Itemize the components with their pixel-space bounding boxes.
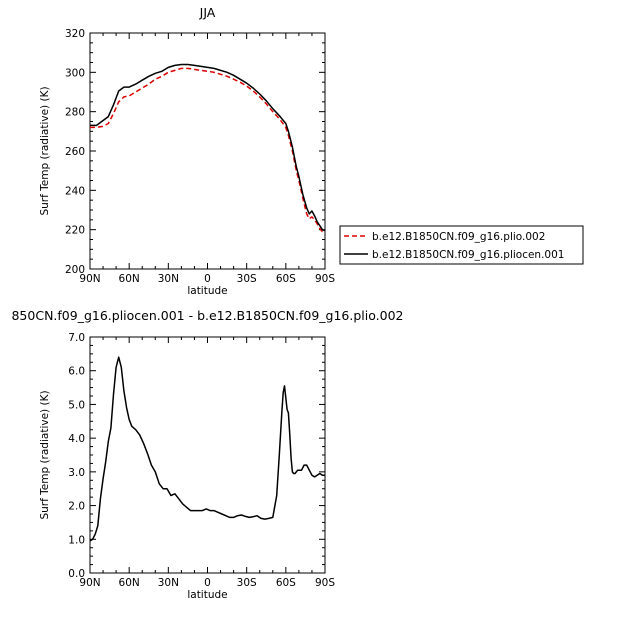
y-tick-label: 220	[65, 225, 85, 237]
y-tick-label: 7.0	[68, 332, 85, 344]
x-axis-label: latitude	[187, 285, 227, 297]
bottom-panel-difference: 0.0 1.0 2.0 3.0 4.0 5.0 6.0 7.0 90N 60N 30N 0 30S 60S…	[11, 308, 403, 601]
x-tick-label: 60S	[276, 577, 296, 589]
legend-entry-1: b.e12.B1850CN.f09_g16.pliocen.001	[372, 249, 564, 261]
x-tick-label: 90S	[315, 273, 335, 285]
y-tick-label: 260	[65, 146, 85, 158]
x-tick-label: 30N	[158, 577, 179, 589]
y-tick-label: 200	[65, 264, 85, 276]
y-tick-label: 1.0	[68, 534, 85, 546]
plot-frame	[89, 336, 326, 574]
series-line-1	[90, 63, 326, 232]
y-axis-label: Surf Temp (radiative) (K)	[39, 390, 51, 519]
x-tick-label: 90N	[79, 273, 100, 285]
x-tick-label: 30S	[237, 273, 257, 285]
y-tick-label: 4.0	[68, 433, 85, 445]
y-tick-label: 2.0	[68, 501, 85, 513]
plot-frame	[89, 32, 326, 270]
x-tick-label: 60N	[119, 273, 140, 285]
x-tick-label: 90S	[315, 577, 335, 589]
legend-entry-0: b.e12.B1850CN.f09_g16.plio.002	[372, 231, 545, 243]
y-tick-label: 5.0	[68, 399, 85, 411]
chart-title: 850CN.f09_g16.pliocen.001 - b.e12.B1850C…	[11, 308, 403, 323]
legend-box	[339, 225, 584, 265]
y-tick-label: 240	[65, 185, 85, 197]
y-tick-label: 0.0	[68, 568, 85, 580]
y-tick-label: 3.0	[68, 467, 85, 479]
y-tick-label: 300	[65, 67, 85, 79]
x-tick-label: 0	[204, 273, 211, 285]
x-tick-label: 30S	[237, 577, 257, 589]
y-axis-label: Surf Temp (radiative) (K)	[39, 86, 51, 215]
x-axis-label: latitude	[187, 589, 227, 601]
y-tick-label: 6.0	[68, 366, 85, 378]
x-tick-label: 90N	[79, 577, 100, 589]
y-tick-label: 320	[65, 28, 85, 40]
legend: b.e12.B1850CN.f09_g16.plio.002 b.e12.B185…	[339, 225, 584, 265]
x-tick-label: 0	[204, 577, 211, 589]
series-line-0	[90, 67, 326, 234]
y-tick-label: 280	[65, 107, 85, 119]
top-panel-jja: 200 220 240 260 280 300 320 90N 60N 30N 0 30S 60S 90S…	[39, 5, 335, 297]
chart-title: JJA	[199, 5, 216, 20]
x-tick-label: 60N	[119, 577, 140, 589]
x-tick-label: 60S	[276, 273, 296, 285]
series-line-0	[89, 356, 325, 542]
x-tick-label: 30N	[158, 273, 179, 285]
